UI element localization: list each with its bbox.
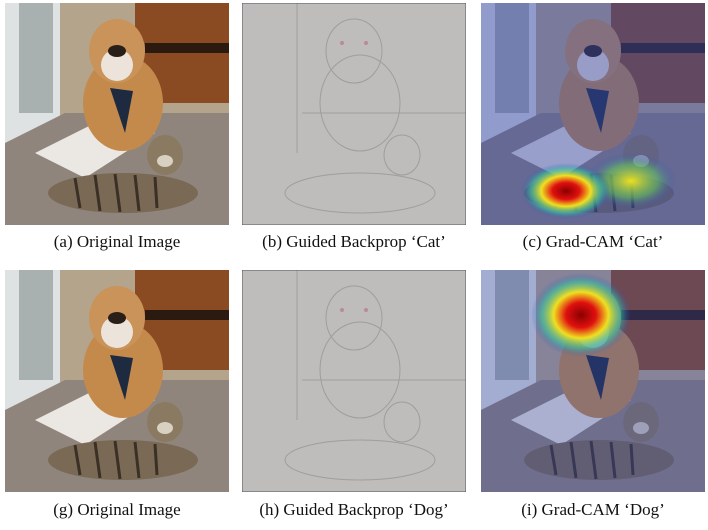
original-image — [5, 3, 229, 225]
guided-backprop-image — [242, 3, 466, 225]
caption: (a) Original Image — [53, 232, 181, 251]
caption: (h) Guided Backprop ‘Dog’ — [259, 500, 449, 519]
caption: (i) Grad-CAM ‘Dog’ — [521, 500, 665, 519]
caption: (g) Original Image — [53, 500, 181, 519]
grad-cam-image — [481, 270, 705, 492]
grad-cam-image — [481, 3, 705, 225]
caption: (c) Grad-CAM ‘Cat’ — [522, 232, 664, 251]
guided-backprop-image — [242, 270, 466, 492]
original-image — [5, 270, 229, 492]
caption: (b) Guided Backprop ‘Cat’ — [262, 232, 446, 251]
